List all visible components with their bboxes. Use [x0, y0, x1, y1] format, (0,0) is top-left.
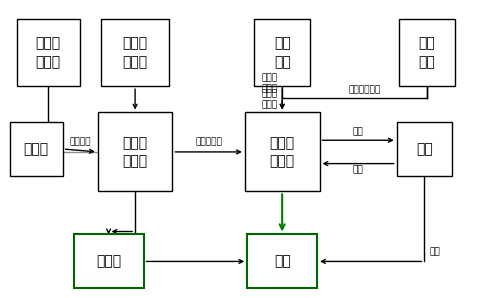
Text: 历史负
荷信息: 历史负 荷信息	[36, 36, 61, 69]
Bar	[397, 122, 452, 176]
Text: 冷库: 冷库	[274, 254, 291, 268]
Text: 负荷预测值: 负荷预测值	[195, 138, 222, 147]
Text: 光伏发
电功率: 光伏发 电功率	[261, 90, 277, 109]
Text: 光伏上网电价: 光伏上网电价	[348, 86, 380, 94]
Text: 气象局: 气象局	[24, 142, 49, 156]
Bar	[399, 19, 455, 86]
Text: 冷库相
关信息: 冷库相 关信息	[123, 36, 148, 69]
Bar	[10, 122, 63, 176]
Text: 并网: 并网	[353, 128, 364, 137]
Text: 光伏发
电功率: 光伏发 电功率	[261, 74, 277, 93]
Bar	[17, 19, 80, 86]
Bar	[101, 19, 169, 86]
Text: 能源管
理中心: 能源管 理中心	[270, 136, 295, 168]
Text: 电网: 电网	[416, 142, 433, 156]
Bar	[74, 235, 144, 288]
Text: 蓄电池: 蓄电池	[96, 254, 121, 268]
Text: 市电: 市电	[429, 247, 440, 256]
Text: 电价: 电价	[353, 165, 364, 174]
Bar	[245, 113, 319, 191]
Bar	[98, 113, 173, 191]
Text: 光伏
组件: 光伏 组件	[274, 36, 291, 69]
Bar	[254, 19, 310, 86]
Text: 国家
政策: 国家 政策	[418, 36, 435, 69]
Text: 负荷预
测模块: 负荷预 测模块	[123, 136, 148, 168]
Bar	[247, 235, 317, 288]
Text: 气象参数: 气象参数	[69, 138, 91, 147]
